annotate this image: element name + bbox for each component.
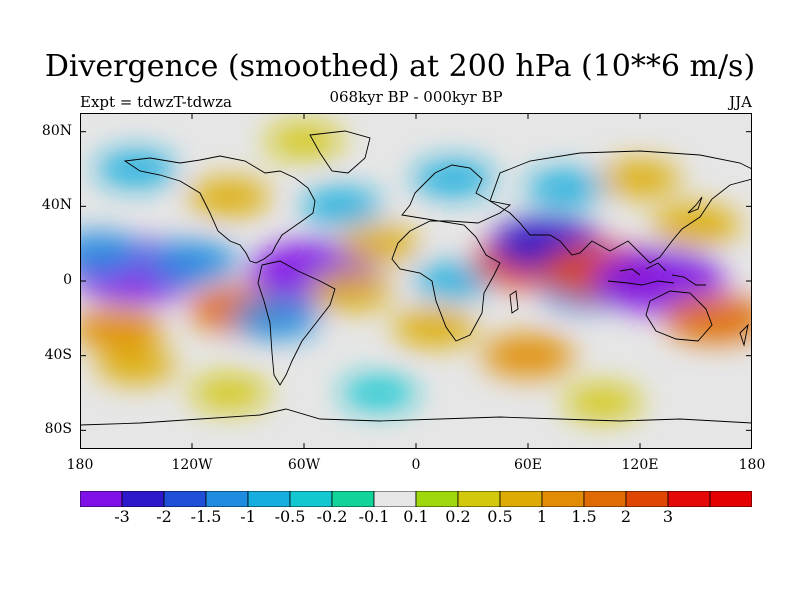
divergence-anomaly-9 [338, 224, 419, 263]
legend-label-6: -0.1 [358, 507, 390, 526]
lat-label-1: 40N [41, 197, 72, 214]
lat-label-3: 40S [44, 346, 72, 363]
coastline-antarctica [80, 408, 752, 426]
legend-swatch-13 [625, 491, 669, 507]
lon-label-5: 120E [621, 457, 659, 473]
legend-label-12: 2 [620, 507, 632, 526]
lon-label-0: 180 [66, 457, 94, 473]
divergence-anomaly-29 [340, 375, 417, 411]
legend-label-2: -1.5 [190, 507, 222, 526]
lon-label-2: 60W [287, 457, 321, 473]
legend-swatch-14 [667, 491, 711, 507]
divergence-anomaly-21 [301, 187, 382, 226]
divergence-anomaly-28 [563, 383, 642, 421]
coastlines [80, 130, 752, 426]
divergence-anomaly-23 [526, 169, 605, 207]
color-legend [80, 491, 752, 507]
legend-label-4: -0.5 [274, 507, 306, 526]
divergence-field [80, 122, 752, 421]
divergence-anomaly-2 [80, 305, 164, 350]
legend-label-0: -3 [114, 507, 130, 526]
coastline-europe-africa [391, 164, 512, 342]
legend-label-5: -0.2 [316, 507, 348, 526]
legend-label-7: 0.1 [403, 507, 429, 526]
divergence-anomaly-20 [188, 177, 271, 217]
season-label: JJA [729, 93, 752, 111]
coastline-south-america [257, 260, 336, 386]
coastline-japan [687, 196, 703, 214]
divergence-anomaly-22 [413, 159, 494, 198]
divergence-anomaly-3 [96, 346, 176, 384]
legend-label-9: 0.5 [487, 507, 513, 526]
legend-swatch-12 [583, 491, 627, 507]
coastline-greenland [309, 130, 371, 174]
divergence-anomaly-6 [232, 297, 320, 340]
legend-swatch-3 [205, 491, 249, 507]
divergence-anomaly-1 [146, 240, 238, 285]
legend-swatch-9 [457, 491, 501, 507]
divergence-anomaly-17 [652, 204, 740, 246]
coastline-north-america [123, 155, 316, 264]
coastline-asia [489, 150, 752, 264]
legend-swatch-6 [331, 491, 375, 507]
legend-swatch-10 [499, 491, 543, 507]
legend-swatch-5 [289, 491, 333, 507]
divergence-anomaly-16 [662, 293, 752, 344]
divergence-anomaly-24 [600, 159, 680, 198]
legend-label-8: 0.2 [445, 507, 471, 526]
lon-label-4: 60E [513, 457, 543, 473]
legend-swatch-0 [80, 491, 123, 507]
divergence-anomaly-19 [392, 307, 477, 348]
plot-subtitle: 068kyr BP - 000kyr BP [329, 88, 503, 106]
legend-swatch-8 [415, 491, 459, 507]
legend-swatch-7 [373, 491, 417, 507]
lat-label-2: 0 [63, 272, 72, 288]
legend-swatch-2 [163, 491, 207, 507]
legend-label-1: -2 [156, 507, 172, 526]
divergence-anomaly-4 [80, 232, 143, 274]
map-ticks [80, 113, 752, 449]
divergence-anomaly-27 [190, 374, 269, 412]
legend-label-11: 1.5 [571, 507, 597, 526]
legend-label-3: -1 [240, 507, 256, 526]
divergence-map [80, 113, 752, 449]
legend-label-10: 1 [536, 507, 548, 526]
lon-label-6: 180 [738, 457, 766, 473]
lon-label-1: 120W [171, 457, 213, 473]
experiment-label: Expt = tdwzT-tdwza [80, 93, 232, 111]
lat-label-4: 80S [44, 421, 72, 438]
divergence-anomaly-26 [96, 150, 176, 188]
divergence-anomaly-8 [308, 270, 393, 311]
divergence-anomaly-25 [265, 122, 343, 160]
lat-label-0: 80N [41, 122, 72, 139]
coastline-madagascar [509, 290, 519, 314]
coastline-australia [645, 290, 713, 342]
coastline-indonesia [607, 262, 706, 286]
coastline-new-zealand [739, 323, 749, 347]
legend-swatch-11 [541, 491, 585, 507]
lon-label-3: 0 [411, 457, 421, 473]
divergence-anomaly-18 [482, 333, 574, 378]
legend-swatch-4 [247, 491, 291, 507]
legend-swatch-15 [709, 491, 752, 507]
plot-title: Divergence (smoothed) at 200 hPa (10**6 … [44, 49, 756, 84]
legend-label-13: 3 [662, 507, 674, 526]
legend-swatch-1 [121, 491, 165, 507]
